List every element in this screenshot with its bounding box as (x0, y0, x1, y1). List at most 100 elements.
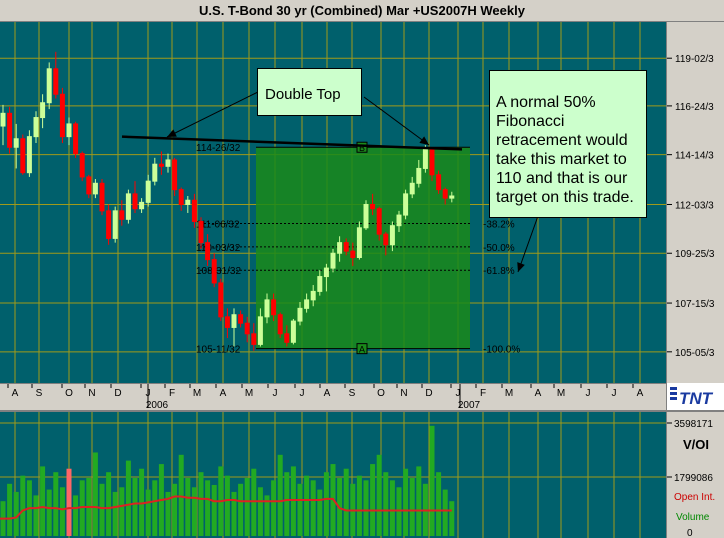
volume-bar (73, 495, 79, 536)
fib-price-label: 110-03/32 (196, 243, 241, 254)
date-axis-month: N (88, 388, 95, 399)
price-axis-label: 116-24/3 (675, 102, 714, 113)
price-axis-label: 105-05/3 (675, 348, 715, 359)
candle-body (92, 182, 98, 195)
candle-body (317, 276, 323, 292)
date-axis-month: O (377, 388, 385, 399)
volume-bar (271, 480, 277, 536)
volume-bar (139, 468, 145, 536)
candle-body (218, 282, 224, 318)
candle-body (125, 193, 131, 220)
volume-bar (92, 452, 98, 536)
candle-body (376, 208, 382, 235)
date-axis-month: N (400, 388, 407, 399)
volume-bar (99, 483, 105, 536)
double-top-arrow-left (166, 91, 259, 138)
volume-bar (244, 478, 250, 536)
date-axis-month: M (557, 388, 565, 399)
date-axis[interactable]: ASONDJFMAMJJASONDJFMAMJJA20062007 (0, 383, 666, 411)
candle-body (205, 242, 211, 261)
double-top-trendline (121, 135, 463, 151)
candle-body (86, 176, 92, 195)
fib-pct-label: -50.0% (483, 243, 515, 254)
candle-body (13, 138, 19, 148)
price-panel[interactable]: 114-26/32 111-06/32 -38.2% 110-03/32 -50.0% 1… (0, 22, 666, 383)
volume-bar (125, 460, 131, 536)
volume-bar (145, 489, 151, 536)
date-axis-month: J (456, 388, 461, 399)
date-axis-month: J (273, 388, 278, 399)
candle-body (370, 203, 376, 210)
candle-body (251, 333, 257, 345)
price-chart[interactable]: 114-26/32 111-06/32 -38.2% 110-03/32 -50.0% 1… (0, 22, 666, 383)
candle-body (53, 68, 59, 95)
candle-body (277, 314, 283, 335)
date-axis-labels: ASONDJFMAMJJASONDJFMAMJJA20062007 (7, 384, 644, 411)
candle-body (383, 233, 389, 246)
tnt-logo-icon: TNT (670, 387, 714, 408)
candle-body (119, 210, 125, 220)
volume-bar (198, 472, 204, 536)
volume-bar (310, 480, 316, 536)
date-axis-month: F (169, 388, 175, 399)
candle-body (304, 299, 310, 309)
candle-body (79, 153, 85, 178)
volume-bar (356, 475, 362, 536)
volume-panel[interactable] (0, 410, 666, 538)
price-axis-label: 107-15/3 (675, 299, 715, 310)
volume-bar (132, 478, 138, 536)
volume-bar (46, 489, 52, 536)
fib-marker-label: B (359, 143, 365, 153)
volume-bar (257, 487, 263, 536)
volume-bar (53, 472, 59, 536)
candle-body (0, 112, 6, 127)
candle-body (7, 112, 13, 148)
candle-body (290, 320, 296, 343)
volume-bar (416, 466, 422, 536)
volume-bar (323, 472, 329, 536)
volume-bar (343, 468, 349, 536)
fib-price-label: 108-31/32 (196, 266, 241, 277)
volume-axis-mid: 1799086 (674, 473, 713, 484)
fib-pct-label: -61.8% (483, 266, 515, 277)
candle-body (442, 189, 448, 199)
volume-axis-labels: 3598171 V/OI 1799086 Open Int. Volume 0 (667, 419, 715, 538)
volume-bar (7, 483, 13, 536)
candle-body (422, 148, 428, 169)
candle-body (284, 333, 290, 343)
volume-bar (284, 472, 290, 536)
volume-axis[interactable]: 3598171 V/OI 1799086 Open Int. Volume 0 (666, 410, 724, 538)
volume-bar (20, 475, 26, 536)
date-axis-month: J (300, 388, 305, 399)
volume-bar (449, 501, 455, 536)
volume-bar (403, 468, 409, 536)
candle-body (73, 123, 79, 155)
volume-bar (40, 466, 46, 536)
volume-bar (231, 491, 237, 536)
fib-marker (356, 343, 368, 355)
double-top-arrow-right-head (419, 136, 429, 145)
candle-body (449, 195, 455, 199)
candle-body (66, 123, 72, 138)
date-axis-month: D (425, 388, 432, 399)
candle-body (323, 267, 329, 278)
volume-bar (317, 489, 323, 536)
candle-body (310, 290, 316, 301)
date-axis-month: S (349, 388, 356, 399)
candle-body (389, 225, 395, 246)
volume-chart[interactable] (0, 412, 666, 538)
volume-bar (370, 464, 376, 536)
price-axis-label: 112-03/3 (675, 200, 714, 211)
date-axis-month: O (65, 388, 73, 399)
candle-body (145, 180, 151, 203)
volume-bar (409, 478, 415, 536)
candle-body (106, 210, 112, 239)
volume-bar (152, 480, 158, 536)
candle-body (350, 250, 356, 258)
fib-price-label: 105-11/32 (196, 345, 241, 356)
date-axis-month: M (505, 388, 513, 399)
price-axis[interactable]: 119-02/3 116-24/3 114-14/3 112-03/3 109-25/3… (666, 22, 724, 383)
fib-marker (356, 141, 368, 153)
date-axis-month: F (480, 388, 486, 399)
